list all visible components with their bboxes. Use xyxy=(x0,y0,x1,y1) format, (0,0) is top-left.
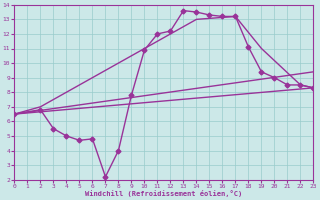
X-axis label: Windchill (Refroidissement éolien,°C): Windchill (Refroidissement éolien,°C) xyxy=(85,190,243,197)
